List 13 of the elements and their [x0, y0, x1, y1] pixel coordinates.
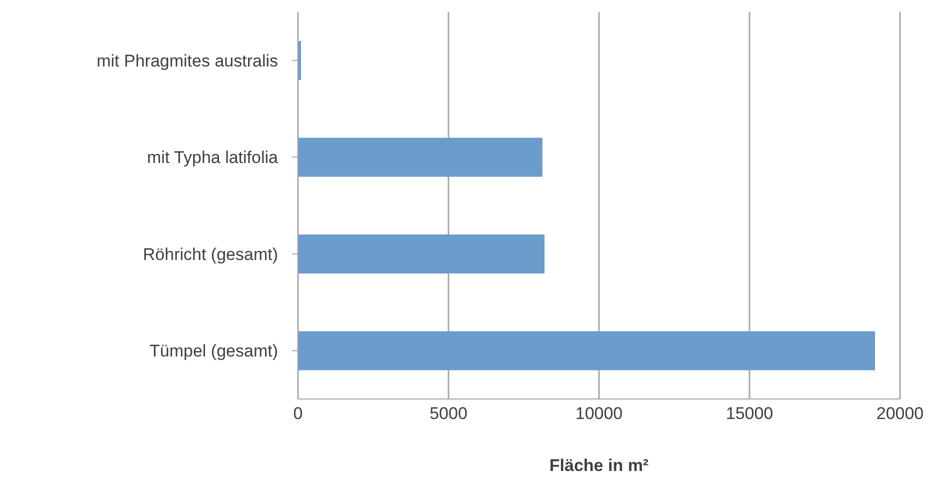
y-tick-label: mit Typha latifolia	[146, 148, 279, 168]
x-tick-label: 20000	[876, 404, 924, 424]
x-tick-label: 10000	[575, 404, 623, 424]
y-tick-label: mit Phragmites australis	[96, 51, 278, 70]
x-axis-title: Fläche in m²	[549, 456, 649, 475]
bar	[298, 331, 876, 370]
y-tick-label: Röhricht (gesamt)	[142, 244, 278, 264]
x-tick-label: 15000	[726, 404, 774, 424]
y-tick-label: Tümpel (gesamt)	[150, 342, 278, 361]
x-tick-label: 5000	[430, 404, 468, 424]
bar	[298, 234, 545, 274]
bar	[298, 138, 542, 177]
x-tick-label: 0	[293, 404, 303, 424]
